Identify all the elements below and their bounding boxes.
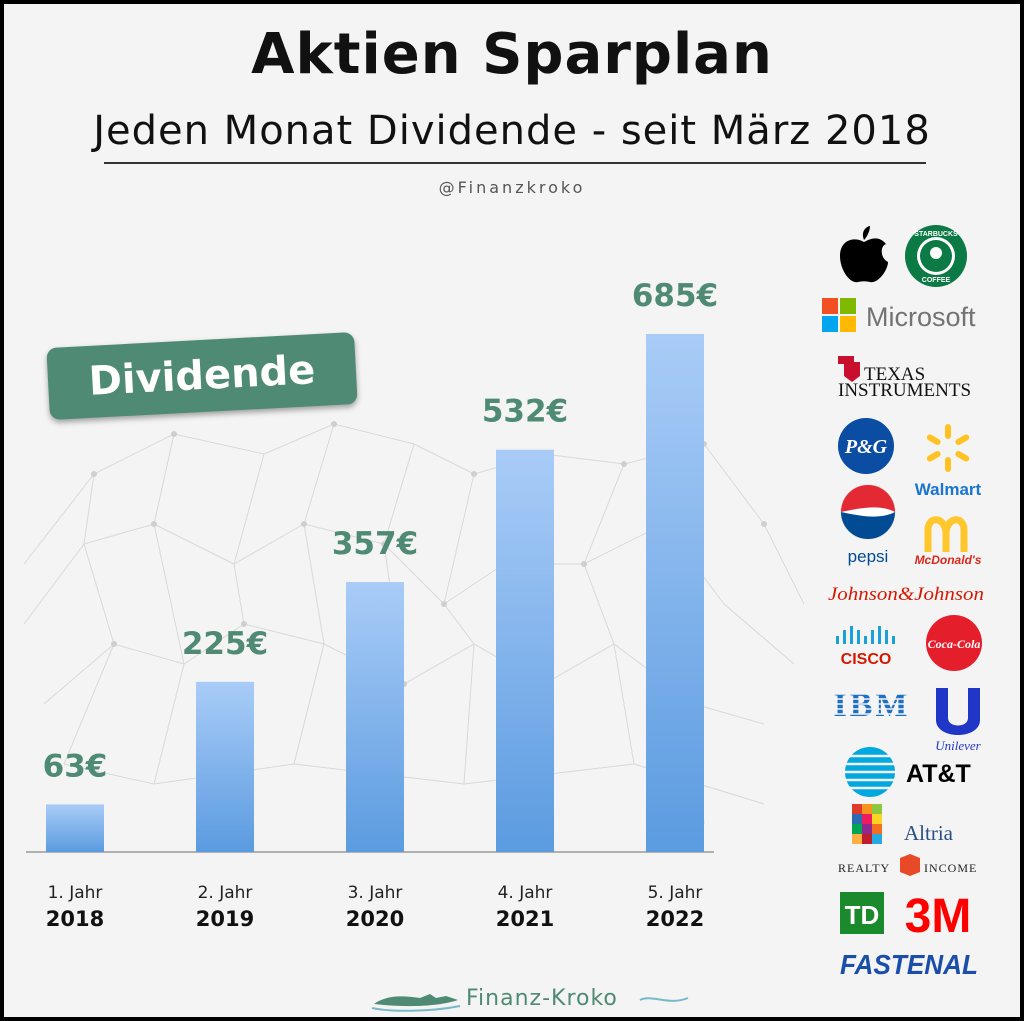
ibm-logo: IBM [830, 687, 914, 722]
bar-2022 [646, 334, 704, 852]
page-subtitle: Jeden Monat Dividende - seit März 2018 [93, 108, 931, 154]
realty-income-right: INCOME [924, 861, 977, 875]
value-label-2020: 357€ [332, 526, 418, 562]
mcdonalds-wordmark: McDonald's [915, 553, 982, 567]
fastenal-logo: FASTENAL [840, 949, 978, 980]
unilever-wordmark: Unilever [935, 738, 981, 753]
year-label-2018: 2018 [46, 907, 104, 931]
starbucks-logo: STARBUCKS COFFEE [905, 225, 967, 287]
ti-line-2: INSTRUMENTS [838, 380, 971, 400]
microsoft-wordmark: Microsoft [866, 302, 976, 332]
value-label-2018: 63€ [43, 748, 108, 784]
unilever-logo: Unilever [935, 688, 982, 753]
fastenal-wordmark: FASTENAL [840, 949, 978, 980]
realty-income-logo: REALTY INCOME [838, 854, 977, 876]
infographic: Aktien Sparplan Jeden Monat Dividende - … [4, 4, 1020, 1017]
crocodile-icon [371, 994, 461, 1012]
pg-logo: P&G [838, 418, 894, 474]
bar-2019 [196, 681, 254, 852]
walmart-wordmark: Walmart [915, 480, 982, 499]
walmart-logo: Walmart [915, 424, 982, 499]
ti-line-1: TEXAS [864, 364, 925, 385]
year-label-2021: 2021 [496, 907, 554, 931]
cisco-logo: CISCO [836, 626, 895, 668]
year-label-2020: 2020 [346, 907, 404, 931]
coca-cola-wordmark: Coca-Cola [928, 637, 981, 651]
3m-wordmark: 3M [905, 890, 972, 940]
bar-2018 [46, 804, 104, 852]
value-label-2019: 225€ [182, 626, 268, 662]
wave-icon [639, 997, 689, 1002]
bar-2021 [496, 449, 554, 852]
dividend-bar-chart: 63€ 1. Jahr 2018 225€ 2. Jahr 2019 357€ 3. Jahr… [26, 278, 718, 931]
bar-2020 [346, 582, 404, 852]
value-label-2021: 532€ [482, 394, 568, 430]
3m-logo: 3M [905, 890, 972, 940]
microsoft-logo: Microsoft [822, 298, 976, 332]
category-label-2021: 4. Jahr [498, 883, 553, 903]
year-label-2022: 2022 [646, 907, 704, 931]
category-label-2020: 3. Jahr [348, 883, 403, 903]
jnj-logo: Johnson&Johnson [828, 584, 984, 605]
category-label-2018: 1. Jahr [48, 883, 103, 903]
cisco-wordmark: CISCO [841, 651, 892, 668]
starbucks-top-text: STARBUCKS [914, 231, 958, 238]
coca-cola-logo: Coca-Cola [926, 615, 982, 671]
value-label-2022: 685€ [632, 278, 718, 314]
pepsi-wordmark: pepsi [848, 547, 889, 566]
apple-icon [840, 226, 888, 283]
att-logo: AT&T [844, 747, 971, 797]
page-title: Aktien Sparplan [251, 22, 773, 87]
td-logo: TD [840, 892, 884, 934]
starbucks-bottom-text: COFFEE [922, 277, 951, 284]
pepsi-logo: pepsi [840, 484, 896, 566]
altria-logo: Altria [852, 804, 954, 845]
altria-wordmark: Altria [904, 821, 954, 845]
mcdonalds-logo: McDonald's [915, 516, 982, 567]
td-wordmark: TD [845, 900, 880, 930]
jnj-wordmark: Johnson&Johnson [828, 584, 984, 605]
year-label-2019: 2019 [196, 907, 254, 931]
category-label-2019: 2. Jahr [198, 883, 253, 903]
social-handle: @Finanzkroko [438, 178, 586, 197]
texas-instruments-logo: TEXAS INSTRUMENTS [838, 356, 971, 400]
pg-text: P&G [844, 436, 888, 458]
category-label-2022: 5. Jahr [648, 883, 703, 903]
title-divider [104, 162, 926, 164]
realty-income-left: REALTY [838, 861, 890, 875]
att-wordmark: AT&T [906, 760, 971, 788]
footer-brand: Finanz-Kroko [466, 986, 618, 1011]
